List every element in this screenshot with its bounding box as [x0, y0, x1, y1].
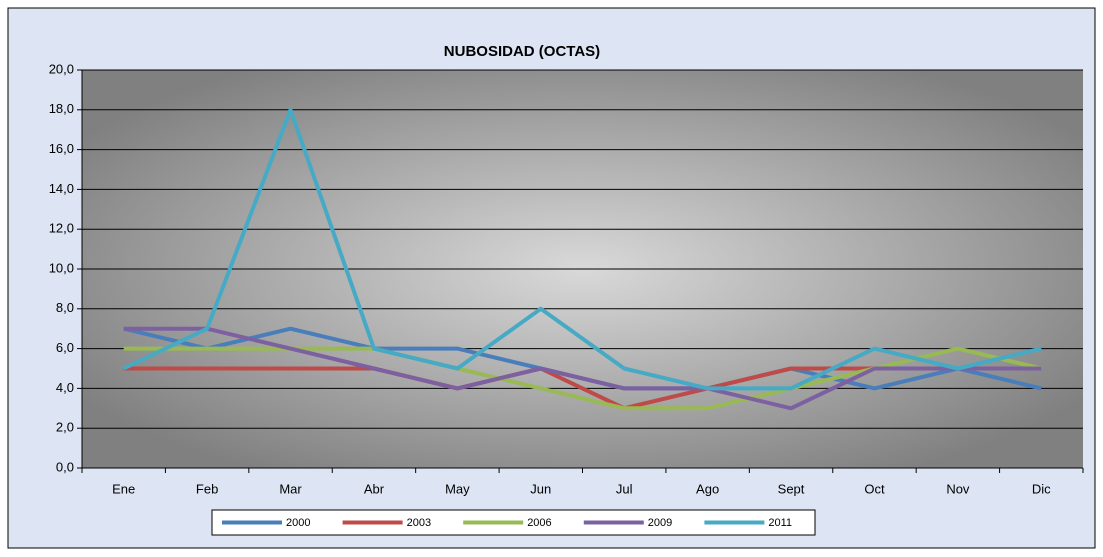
- y-tick-label: 2,0: [56, 420, 74, 435]
- series-line: [123, 326, 1042, 411]
- x-tick-label: Dic: [1032, 481, 1051, 496]
- y-tick-label: 10,0: [49, 260, 74, 275]
- y-tick-label: 12,0: [49, 221, 74, 236]
- x-tick-label: Jun: [530, 481, 551, 496]
- x-tick-label: Oct: [864, 481, 885, 496]
- legend-label: 2011: [768, 517, 792, 529]
- y-tick-label: 6,0: [56, 340, 74, 355]
- x-tick-label: Nov: [946, 481, 970, 496]
- y-tick-label: 16,0: [49, 141, 74, 156]
- x-tick-label: Abr: [364, 481, 385, 496]
- y-tick-label: 4,0: [56, 380, 74, 395]
- x-tick-label: Sept: [778, 481, 805, 496]
- x-tick-label: Mar: [279, 481, 302, 496]
- y-tick-label: 0,0: [56, 459, 74, 474]
- legend-label: 2003: [407, 517, 431, 529]
- legend-label: 2006: [527, 517, 551, 529]
- y-tick-label: 20,0: [49, 61, 74, 76]
- series-line: [123, 346, 1042, 411]
- series-line: [122, 107, 1042, 391]
- legend-label: 2009: [648, 517, 672, 529]
- x-tick-label: Jul: [616, 481, 633, 496]
- y-tick-label: 18,0: [49, 101, 74, 116]
- x-tick-label: Ago: [696, 481, 719, 496]
- y-tick-label: 14,0: [49, 181, 74, 196]
- chart-title: NUBOSIDAD (OCTAS): [444, 43, 600, 60]
- x-tick-label: Ene: [112, 481, 135, 496]
- x-tick-label: May: [445, 481, 470, 496]
- legend-label: 2000: [286, 517, 310, 529]
- x-tick-label: Feb: [196, 481, 218, 496]
- y-tick-label: 8,0: [56, 300, 74, 315]
